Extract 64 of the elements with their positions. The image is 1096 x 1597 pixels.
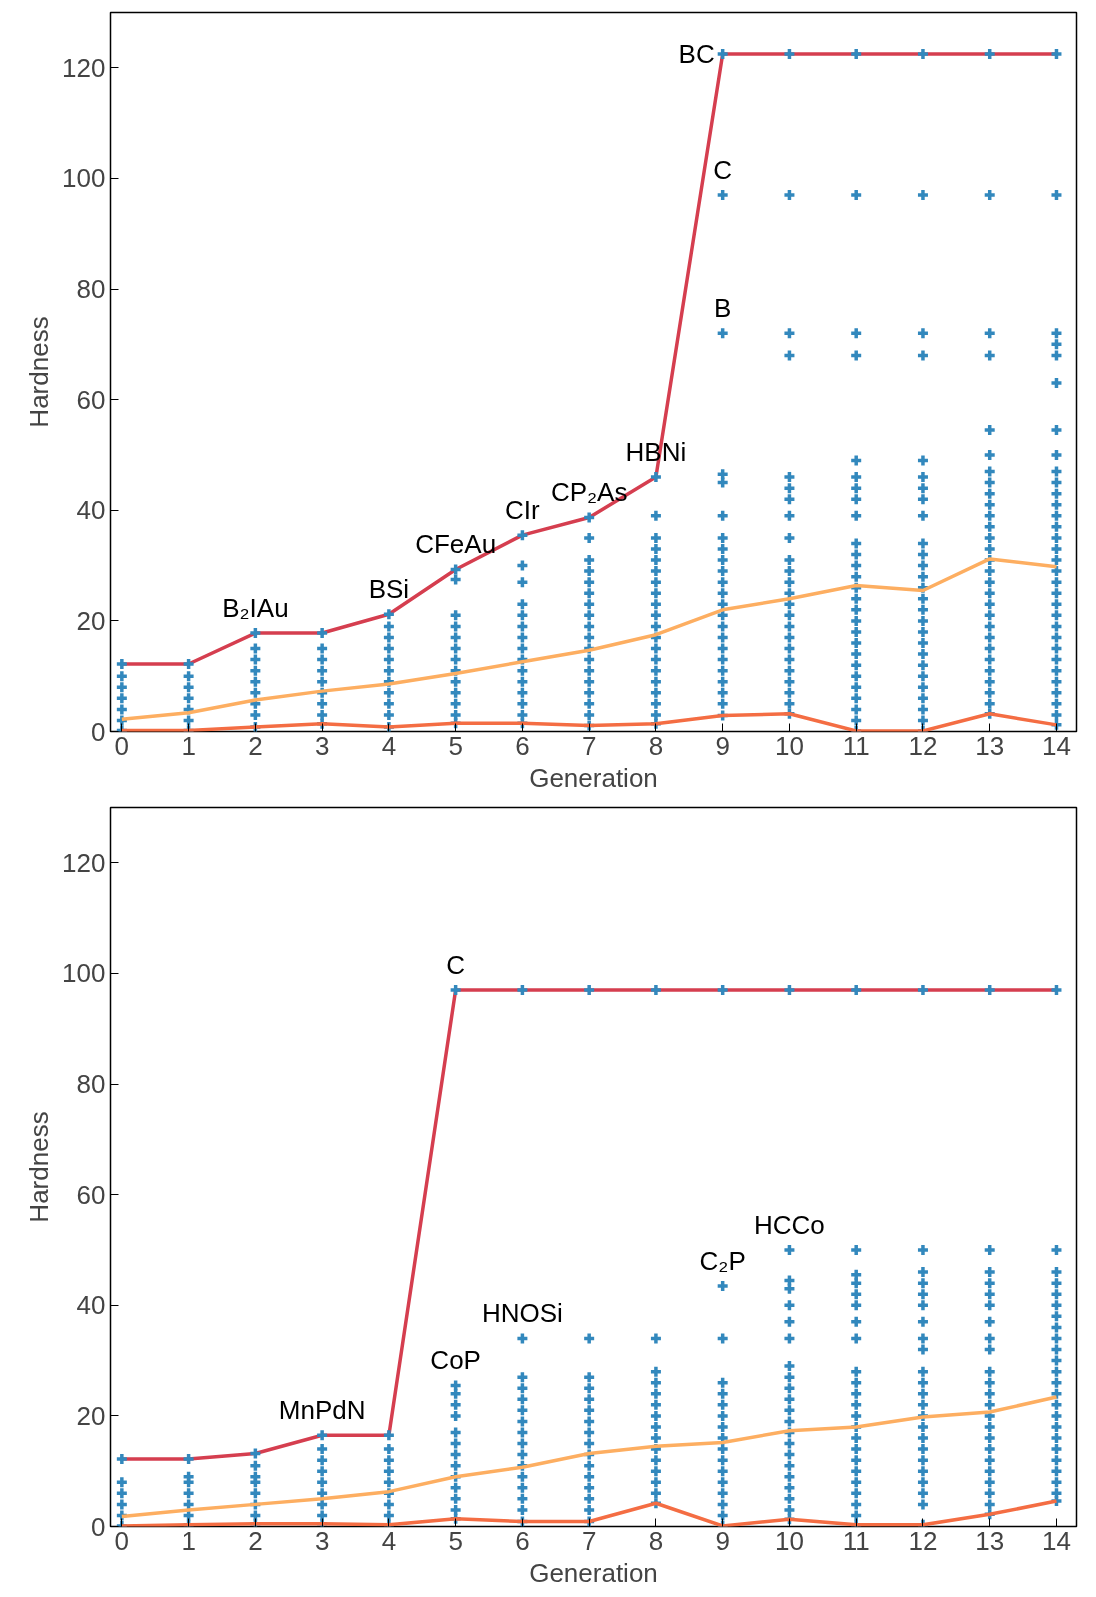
line-series <box>120 557 1059 722</box>
x-tick-label: 6 <box>515 730 530 761</box>
x-tick-label: 5 <box>448 1525 463 1556</box>
x-tick-label: 13 <box>975 730 1005 761</box>
annotation: CIr <box>505 495 541 526</box>
y-tick-label: 100 <box>62 163 106 194</box>
x-tick-label: 7 <box>581 730 597 761</box>
x-tick-label: 12 <box>908 730 938 761</box>
x-tick-label: 5 <box>448 730 463 761</box>
annotation: B <box>714 293 732 324</box>
x-tick-label: 1 <box>181 730 196 761</box>
annotation: CoP <box>430 1345 481 1376</box>
annotation: C <box>713 155 733 186</box>
y-tick-label: 120 <box>62 52 106 83</box>
annotation: HCCo <box>754 1209 825 1240</box>
x-tick-label: 4 <box>381 730 397 761</box>
x-tick-label: 12 <box>908 1525 938 1556</box>
y-tick-label: 60 <box>76 384 106 415</box>
y-tick-label: 40 <box>76 1290 106 1321</box>
line-series <box>120 1395 1059 1519</box>
x-tick-label: 6 <box>515 1525 530 1556</box>
line-series <box>120 712 1059 732</box>
annotation: B₂IAu <box>222 593 289 624</box>
y-axis-title: Hardness <box>24 1111 55 1223</box>
y-axis-title: Hardness <box>24 316 55 428</box>
y-tick-label: 20 <box>76 605 106 636</box>
x-tick-label: 9 <box>715 1525 730 1556</box>
x-tick-label: 3 <box>314 730 330 761</box>
x-axis-title: Generation <box>529 1557 658 1588</box>
x-tick-label: 2 <box>248 1525 263 1556</box>
x-tick-label: 13 <box>975 1525 1005 1556</box>
annotation: C <box>446 950 466 981</box>
x-tick-label: 14 <box>1042 1525 1071 1556</box>
annotation: C₂P <box>699 1245 746 1276</box>
x-tick-label: 9 <box>715 730 730 761</box>
annotation: BSi <box>368 574 410 605</box>
x-tick-label: 2 <box>248 730 263 761</box>
x-tick-label: 11 <box>842 1525 870 1556</box>
annotation: CP₂As <box>550 477 628 508</box>
y-tick-label: 20 <box>76 1400 106 1431</box>
x-tick-label: 4 <box>381 1525 397 1556</box>
x-tick-label: 0 <box>114 1525 130 1556</box>
y-tick-label: 120 <box>62 847 106 878</box>
y-tick-label: 60 <box>76 1179 106 1210</box>
x-tick-label: 14 <box>1042 730 1071 761</box>
x-tick-label: 10 <box>774 1525 804 1556</box>
y-tick-label: 100 <box>62 958 106 989</box>
x-tick-label: 11 <box>842 730 870 761</box>
y-tick-label: 80 <box>76 1069 106 1100</box>
annotation: MnPdN <box>278 1395 366 1426</box>
x-axis-title: Generation <box>529 762 658 793</box>
annotation: CFeAu <box>415 529 497 560</box>
annotation: HNOSi <box>481 1298 563 1329</box>
x-tick-label: 8 <box>648 730 664 761</box>
line-series <box>120 1499 1059 1527</box>
x-tick-label: 3 <box>314 1525 330 1556</box>
y-tick-label: 40 <box>76 495 106 526</box>
x-tick-label: 0 <box>114 730 130 761</box>
x-tick-label: 7 <box>581 1525 597 1556</box>
y-tick-label: 80 <box>76 274 106 305</box>
x-tick-label: 1 <box>181 1525 196 1556</box>
annotation: BC <box>678 38 715 69</box>
x-tick-label: 8 <box>648 1525 664 1556</box>
x-tick-label: 10 <box>774 730 804 761</box>
